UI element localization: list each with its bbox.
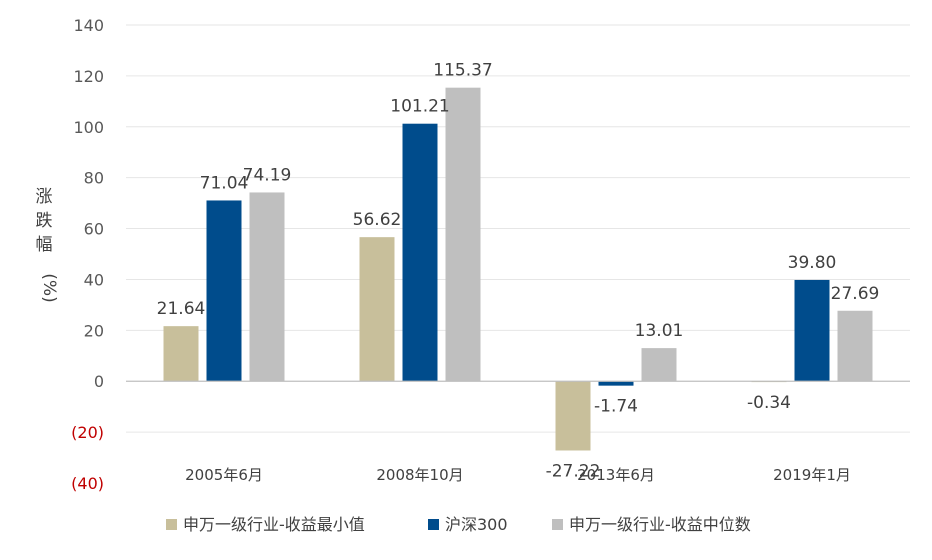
y-tick-label: 40 — [84, 270, 104, 289]
category-label: 2008年10月 — [376, 466, 463, 484]
gridlines — [126, 24, 910, 433]
legend-label: 申万一级行业-收益中位数 — [569, 515, 751, 534]
y-axis-label-char: 涨 — [36, 187, 53, 207]
y-axis-ticks: 140 120 100 80 60 40 20 0 (20) (40) — [71, 16, 104, 493]
legend-swatch — [552, 519, 563, 530]
y-tick-label: 80 — [84, 169, 104, 188]
y-tick-label: 20 — [84, 321, 104, 340]
data-label: 101.21 — [390, 97, 449, 117]
y-tick-label: 60 — [84, 220, 104, 239]
y-tick-label: 0 — [94, 372, 104, 391]
data-label: -1.74 — [594, 397, 638, 417]
data-label: 39.80 — [788, 253, 837, 273]
category-label: 2005年6月 — [185, 466, 263, 484]
data-label: 71.04 — [200, 173, 249, 193]
bar — [445, 87, 481, 382]
y-tick-label: 140 — [73, 16, 104, 35]
legend: 申万一级行业-收益最小值 沪深300 申万一级行业-收益中位数 — [166, 515, 751, 534]
bar — [249, 192, 285, 382]
category-label: 2019年1月 — [773, 466, 851, 484]
legend-swatch — [428, 519, 439, 530]
data-label: -27.22 — [546, 461, 601, 481]
y-axis-label: 涨跌幅 (%) — [36, 187, 60, 303]
y-tick-label: (40) — [71, 474, 104, 493]
bar — [598, 381, 634, 386]
legend-swatch — [166, 519, 177, 530]
y-axis-label-char: 幅 — [36, 235, 53, 255]
bar — [206, 200, 242, 382]
y-tick-label: 100 — [73, 118, 104, 137]
y-tick-label: (20) — [71, 423, 104, 442]
data-label: 115.37 — [433, 61, 492, 81]
data-label: -0.34 — [747, 393, 791, 413]
bar — [641, 348, 677, 382]
legend-label: 沪深300 — [445, 515, 508, 534]
data-label: 56.62 — [353, 210, 402, 230]
bar — [794, 279, 830, 382]
bars — [163, 87, 873, 451]
category-label: 2013年6月 — [577, 466, 655, 484]
data-label: 13.01 — [635, 321, 684, 341]
x-axis-categories: 2005年6月 2008年10月 2013年6月 2019年1月 — [185, 466, 851, 484]
data-label: 74.19 — [243, 165, 292, 185]
y-axis-label-char: 跌 — [36, 211, 53, 231]
bar — [402, 123, 438, 382]
bar — [163, 326, 199, 382]
y-axis-unit: (%) — [39, 273, 59, 302]
y-tick-label: 120 — [73, 67, 104, 86]
data-label: 21.64 — [157, 299, 206, 319]
data-label: 27.69 — [831, 284, 880, 304]
bar — [359, 237, 395, 382]
bar — [837, 310, 873, 382]
bar — [555, 381, 591, 451]
legend-label: 申万一级行业-收益最小值 — [183, 515, 365, 534]
